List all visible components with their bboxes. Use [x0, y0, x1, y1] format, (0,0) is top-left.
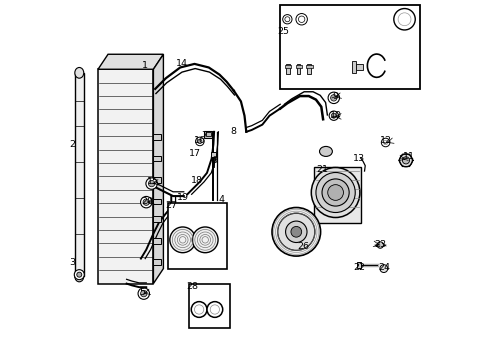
- Bar: [296, 64, 300, 74]
- Bar: [205, 132, 210, 136]
- Bar: [98, 69, 153, 284]
- Text: 23: 23: [373, 240, 386, 249]
- Ellipse shape: [327, 185, 343, 201]
- Ellipse shape: [319, 147, 332, 157]
- Text: 20: 20: [141, 197, 153, 206]
- Text: 17: 17: [188, 149, 200, 158]
- Text: 11: 11: [402, 152, 414, 161]
- Circle shape: [191, 302, 206, 318]
- Bar: [152, 177, 160, 183]
- Bar: [305, 64, 312, 68]
- Text: 19: 19: [177, 193, 189, 202]
- Text: 26: 26: [297, 242, 309, 251]
- Ellipse shape: [322, 179, 348, 206]
- Circle shape: [195, 137, 203, 146]
- Circle shape: [192, 227, 218, 253]
- Text: 28: 28: [185, 282, 198, 291]
- Polygon shape: [153, 54, 163, 284]
- Text: 7: 7: [201, 131, 207, 140]
- Circle shape: [331, 113, 336, 118]
- Bar: [356, 262, 361, 267]
- Text: 22: 22: [352, 263, 364, 272]
- Circle shape: [298, 16, 304, 22]
- Text: 4: 4: [218, 195, 224, 204]
- Text: 14: 14: [176, 59, 187, 68]
- Ellipse shape: [315, 172, 354, 212]
- Circle shape: [383, 140, 387, 145]
- Circle shape: [277, 213, 314, 250]
- Text: 24: 24: [378, 263, 390, 272]
- Text: 27: 27: [165, 201, 177, 210]
- Circle shape: [290, 226, 301, 237]
- Circle shape: [285, 17, 289, 22]
- Bar: [285, 64, 289, 74]
- Circle shape: [194, 305, 203, 314]
- Circle shape: [402, 157, 408, 164]
- Circle shape: [74, 270, 84, 280]
- Circle shape: [285, 221, 306, 243]
- Bar: [152, 259, 160, 265]
- Circle shape: [328, 111, 338, 120]
- Circle shape: [77, 272, 81, 277]
- Circle shape: [197, 139, 202, 144]
- Bar: [351, 62, 355, 73]
- Circle shape: [381, 138, 389, 147]
- Circle shape: [140, 197, 152, 208]
- Bar: [152, 156, 160, 161]
- Text: 1: 1: [141, 61, 147, 70]
- Bar: [210, 153, 216, 157]
- Circle shape: [169, 227, 195, 253]
- Text: 21: 21: [316, 165, 328, 174]
- Circle shape: [282, 15, 291, 24]
- Circle shape: [140, 291, 147, 297]
- Text: 13: 13: [352, 154, 364, 163]
- Bar: [152, 199, 160, 204]
- Circle shape: [393, 9, 414, 30]
- Text: 18: 18: [191, 176, 203, 185]
- Bar: [152, 134, 160, 140]
- Circle shape: [145, 178, 157, 189]
- Ellipse shape: [311, 167, 359, 217]
- Ellipse shape: [75, 67, 83, 78]
- Text: 16: 16: [193, 136, 205, 145]
- Circle shape: [330, 95, 336, 101]
- Text: 3: 3: [69, 258, 75, 267]
- Circle shape: [379, 265, 387, 273]
- Circle shape: [138, 288, 149, 299]
- Bar: [204, 131, 212, 138]
- Bar: [152, 216, 160, 222]
- Circle shape: [295, 14, 307, 25]
- Text: 6: 6: [211, 156, 217, 165]
- Bar: [285, 64, 291, 68]
- Circle shape: [376, 242, 383, 248]
- Text: 8: 8: [229, 127, 236, 136]
- Circle shape: [399, 154, 411, 167]
- Circle shape: [143, 199, 149, 205]
- Bar: [75, 73, 83, 276]
- Bar: [152, 238, 160, 244]
- Text: 5: 5: [140, 288, 145, 297]
- Bar: [295, 64, 302, 68]
- Bar: [280, 5, 419, 89]
- Text: 10: 10: [329, 111, 341, 120]
- Text: 12: 12: [379, 136, 391, 145]
- Text: 2: 2: [69, 140, 75, 149]
- Ellipse shape: [75, 271, 83, 282]
- Polygon shape: [98, 54, 163, 69]
- Circle shape: [327, 92, 339, 104]
- Circle shape: [148, 180, 155, 187]
- Bar: [307, 64, 310, 74]
- Circle shape: [210, 305, 219, 314]
- Bar: [313, 167, 360, 223]
- Bar: [167, 203, 226, 269]
- Text: 9: 9: [332, 91, 338, 100]
- Circle shape: [206, 302, 222, 318]
- Bar: [356, 64, 362, 70]
- Text: 15: 15: [147, 177, 159, 186]
- Circle shape: [397, 13, 410, 26]
- Bar: [189, 284, 230, 328]
- Circle shape: [271, 207, 320, 256]
- Text: 25: 25: [277, 27, 289, 36]
